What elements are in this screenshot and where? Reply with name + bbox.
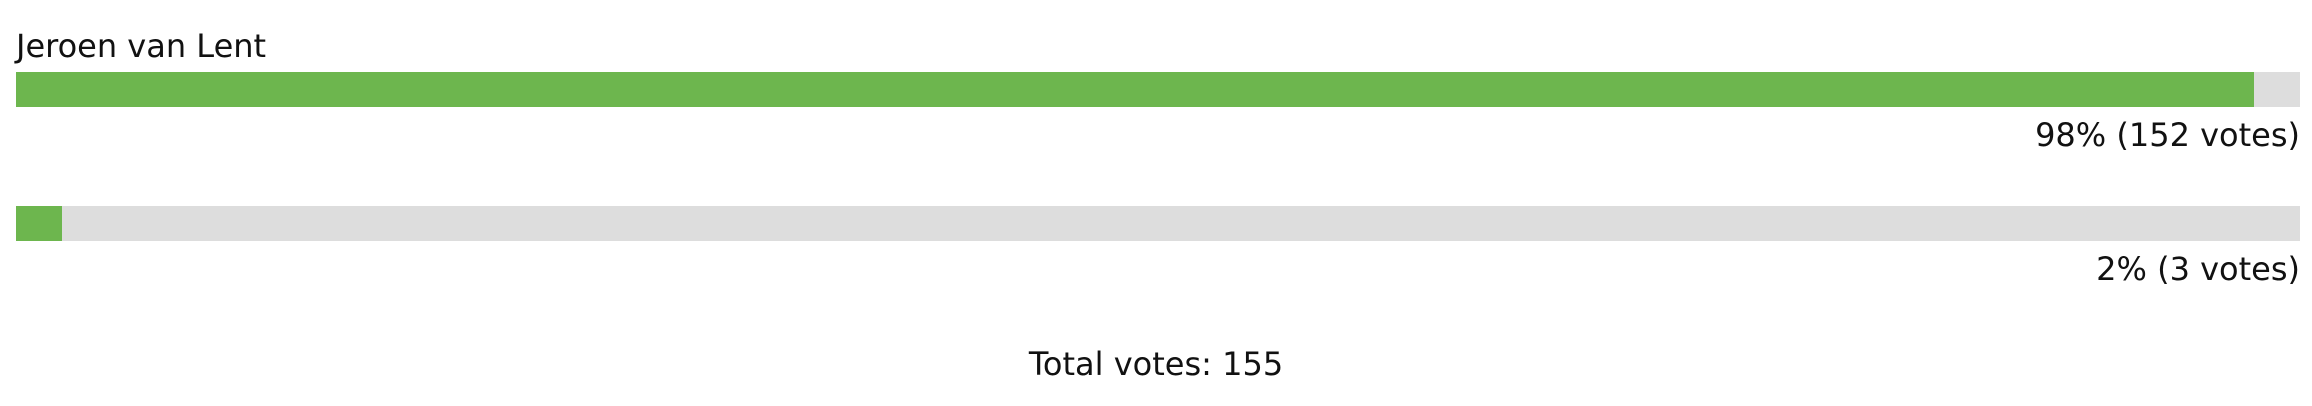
vote-bar-track: [16, 206, 2300, 241]
vote-bar-track: [16, 72, 2300, 107]
vote-result: 2% (3 votes): [2096, 250, 2300, 288]
vote-result: 98% (152 votes): [2035, 116, 2300, 154]
option-label: Jeroen van Lent: [16, 27, 267, 65]
total-votes: Total votes: 155: [1028, 345, 1284, 383]
vote-bar-fill: [16, 206, 62, 241]
vote-bar-fill: [16, 72, 2255, 107]
